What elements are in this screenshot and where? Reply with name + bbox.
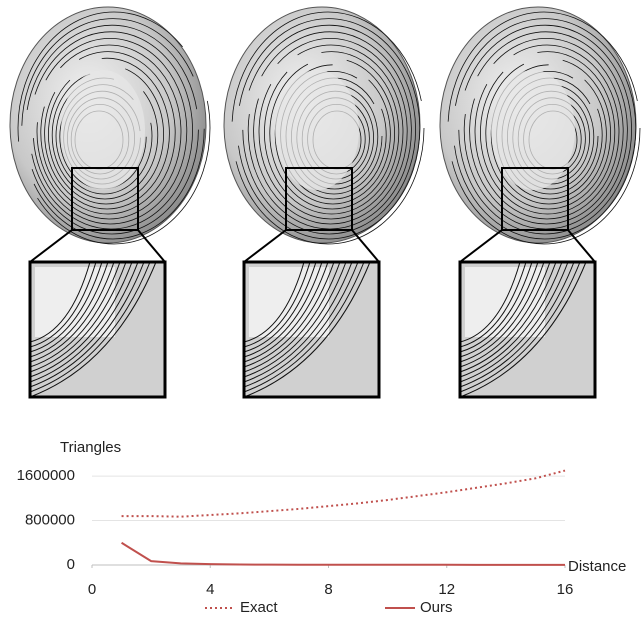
series-line xyxy=(122,543,565,565)
zoom-link xyxy=(30,230,72,262)
x-tick-label: 4 xyxy=(206,581,214,598)
legend-label: Exact xyxy=(240,599,278,616)
bunny xyxy=(61,70,145,190)
x-tick-label: 16 xyxy=(557,581,574,598)
bunny xyxy=(491,70,575,190)
x-tick-label: 0 xyxy=(88,581,96,598)
renders xyxy=(10,7,640,397)
y-tick-label: 0 xyxy=(67,556,75,573)
figure: Triangles Distance 0 800000 1600000 0 4 8 12 16… xyxy=(0,0,643,619)
y-tick-label: 1600000 xyxy=(17,467,75,484)
y-tick-label: 800000 xyxy=(25,512,75,529)
bunny xyxy=(275,70,359,190)
series-line xyxy=(122,471,565,517)
y-axis-label: Triangles xyxy=(60,439,121,456)
zoom-link xyxy=(460,230,502,262)
x-axis-label: Distance xyxy=(568,558,626,575)
zoom-link xyxy=(244,230,286,262)
legend-label: Ours xyxy=(420,599,453,616)
x-tick-label: 8 xyxy=(324,581,332,598)
x-tick-label: 12 xyxy=(438,581,455,598)
